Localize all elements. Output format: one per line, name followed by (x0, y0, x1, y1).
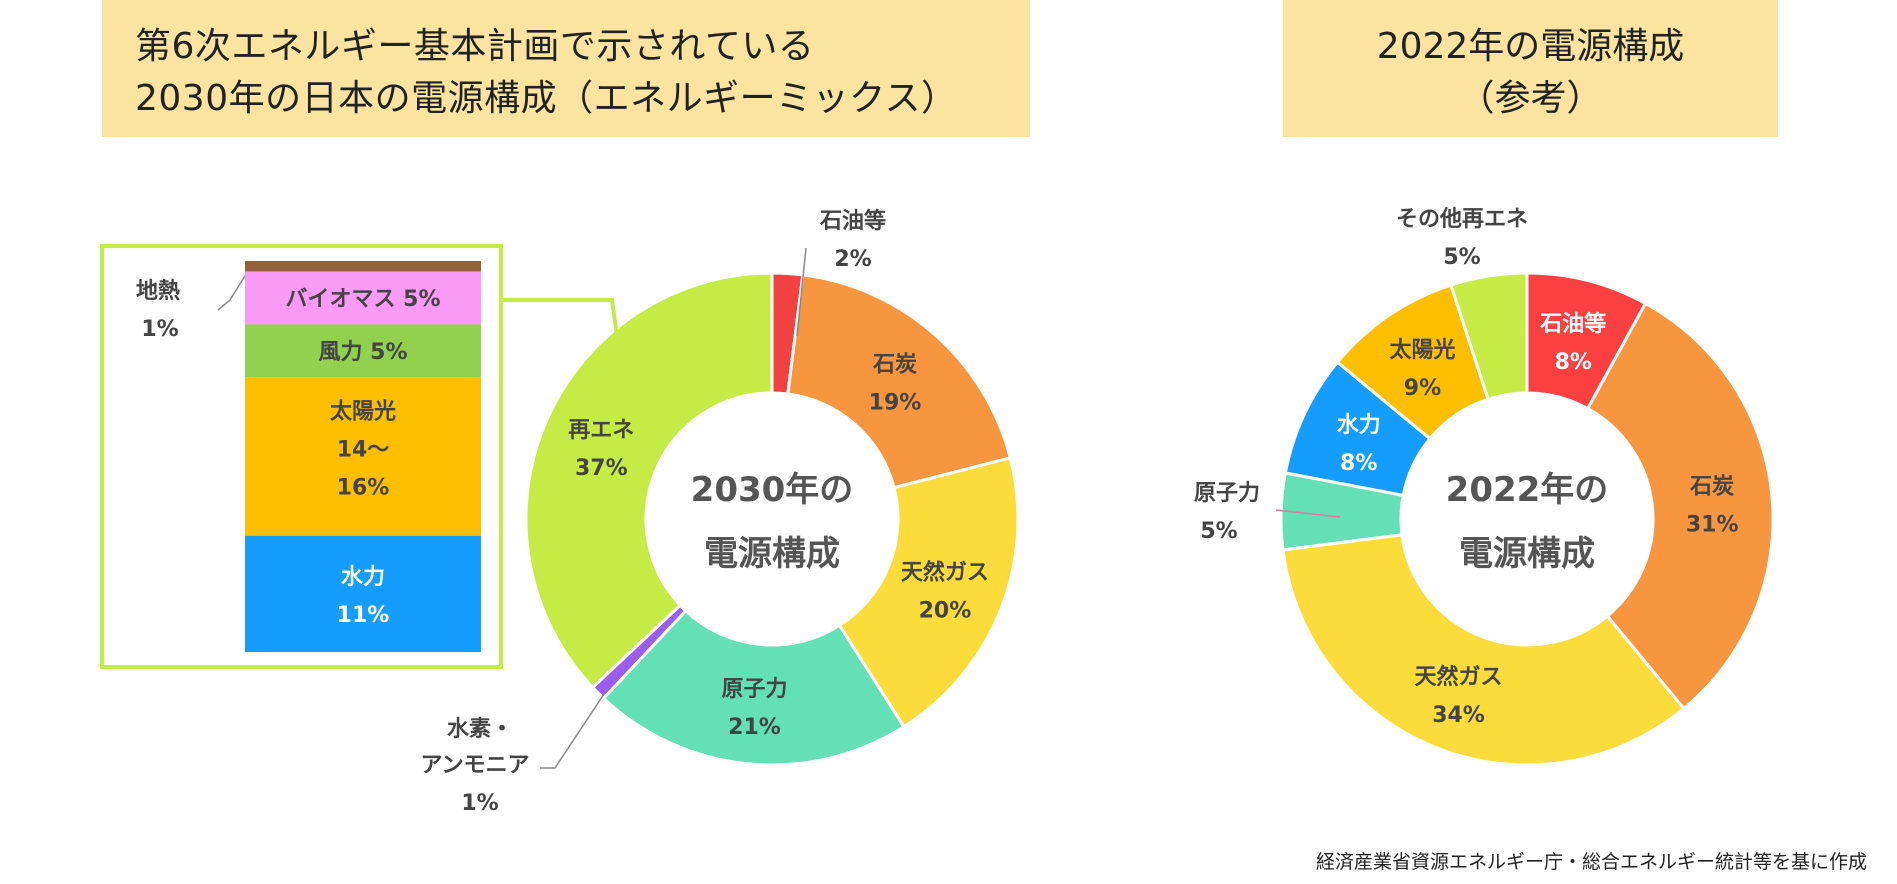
slice-value-1-4: 8% (1340, 451, 1377, 476)
slice-value-1-3: 5% (1200, 519, 1237, 544)
slice-label-1-4: 水力 (1337, 413, 1381, 438)
renewables-label-2: 風力 5% (318, 340, 407, 365)
slice-label-1-2: 天然ガス (1415, 664, 1503, 690)
slice-value-1-5: 9% (1404, 376, 1441, 401)
slice-0-1 (786, 273, 1013, 490)
renewables-label-4: 水力 (341, 565, 385, 590)
slice-0-2 (837, 455, 1020, 729)
slice-label-1-0: 石油等 (1539, 311, 1606, 337)
slice-value-1-6: 5% (1443, 245, 1480, 270)
slice-value-0-2: 20% (919, 598, 972, 623)
slice-label-0-4-a: 水素・ (447, 716, 513, 742)
renewables-label-0: 地熱 (136, 278, 180, 304)
slice-value-1-1: 31% (1686, 512, 1739, 537)
slice-label-1-1: 石炭 (1689, 473, 1734, 499)
renewables-segment-3 (245, 377, 481, 536)
title-2030-line1: 第6次エネルギー基本計画で示されている (135, 26, 815, 67)
slice-value-0-4: 1% (461, 791, 498, 816)
slice-label-1-6: その他再エネ (1396, 207, 1528, 232)
renewables-value-3-a: 14〜 (337, 438, 390, 463)
slice-value-0-0: 2% (834, 247, 871, 272)
renewables-segment-1 (245, 271, 481, 325)
slice-label-0-5: 再エネ (568, 418, 634, 443)
slice-0-3 (601, 608, 906, 767)
slice-label-0-0: 石油等 (819, 208, 886, 234)
leader-line-geothermal (217, 270, 249, 311)
title-2022-line2: （参考） (1458, 78, 1603, 119)
slice-value-1-2: 34% (1432, 703, 1485, 728)
renewables-segment-0 (245, 261, 481, 272)
slice-label-1-3: 原子力 (1194, 481, 1260, 506)
slice-1-6 (1449, 271, 1529, 402)
renewables-label-3: 太陽光 (330, 400, 396, 425)
renewables-label-1: バイオマス 5% (285, 287, 440, 312)
slice-value-0-1: 19% (869, 390, 922, 415)
leader-line-1-3 (1275, 509, 1341, 518)
source-note: 経済産業省資源エネルギー庁・総合エネルギー統計等を基に作成 (1315, 851, 1867, 873)
slice-value-1-0: 8% (1555, 350, 1592, 375)
renewables-segment-4 (245, 535, 481, 652)
slice-1-1 (1585, 301, 1775, 711)
center-label-1-0: 2022年の (1446, 470, 1609, 510)
slice-value-0-5: 37% (575, 456, 628, 481)
slice-label-1-5: 太陽光 (1389, 338, 1455, 363)
center-label-0-1: 電源構成 (704, 534, 840, 574)
slice-1-2 (1281, 533, 1686, 767)
renewables-connector (501, 298, 619, 337)
slice-label-0-3: 原子力 (721, 677, 787, 702)
center-label-1-1: 電源構成 (1459, 534, 1595, 574)
title-2022-line1: 2022年の電源構成 (1376, 26, 1685, 67)
title-box-2022: 2022年の電源構成 （参考） (1283, 0, 1778, 137)
title-2030-line2: 2030年の日本の電源構成（エネルギーミックス） (135, 78, 958, 119)
renewables-frame (100, 244, 503, 669)
slice-label-0-4-b: アンモニア (420, 753, 529, 778)
slice-label-0-1: 石炭 (872, 351, 917, 377)
title-box-2030: 第6次エネルギー基本計画で示されている 2030年の日本の電源構成（エネルギーミ… (102, 0, 1030, 137)
renewables-segment-2 (245, 324, 481, 378)
center-label-0-0: 2030年の (691, 470, 854, 510)
slice-0-5 (524, 271, 774, 690)
slice-value-0-3: 21% (728, 715, 781, 740)
renewables-value-4: 11% (337, 603, 390, 628)
leader-line-0-0 (796, 247, 807, 337)
leader-line-0-4 (540, 693, 605, 769)
renewables-value-3-b: 16% (337, 476, 390, 501)
renewables-value-0: 1% (141, 317, 178, 342)
slice-label-0-2: 天然ガス (901, 559, 989, 585)
